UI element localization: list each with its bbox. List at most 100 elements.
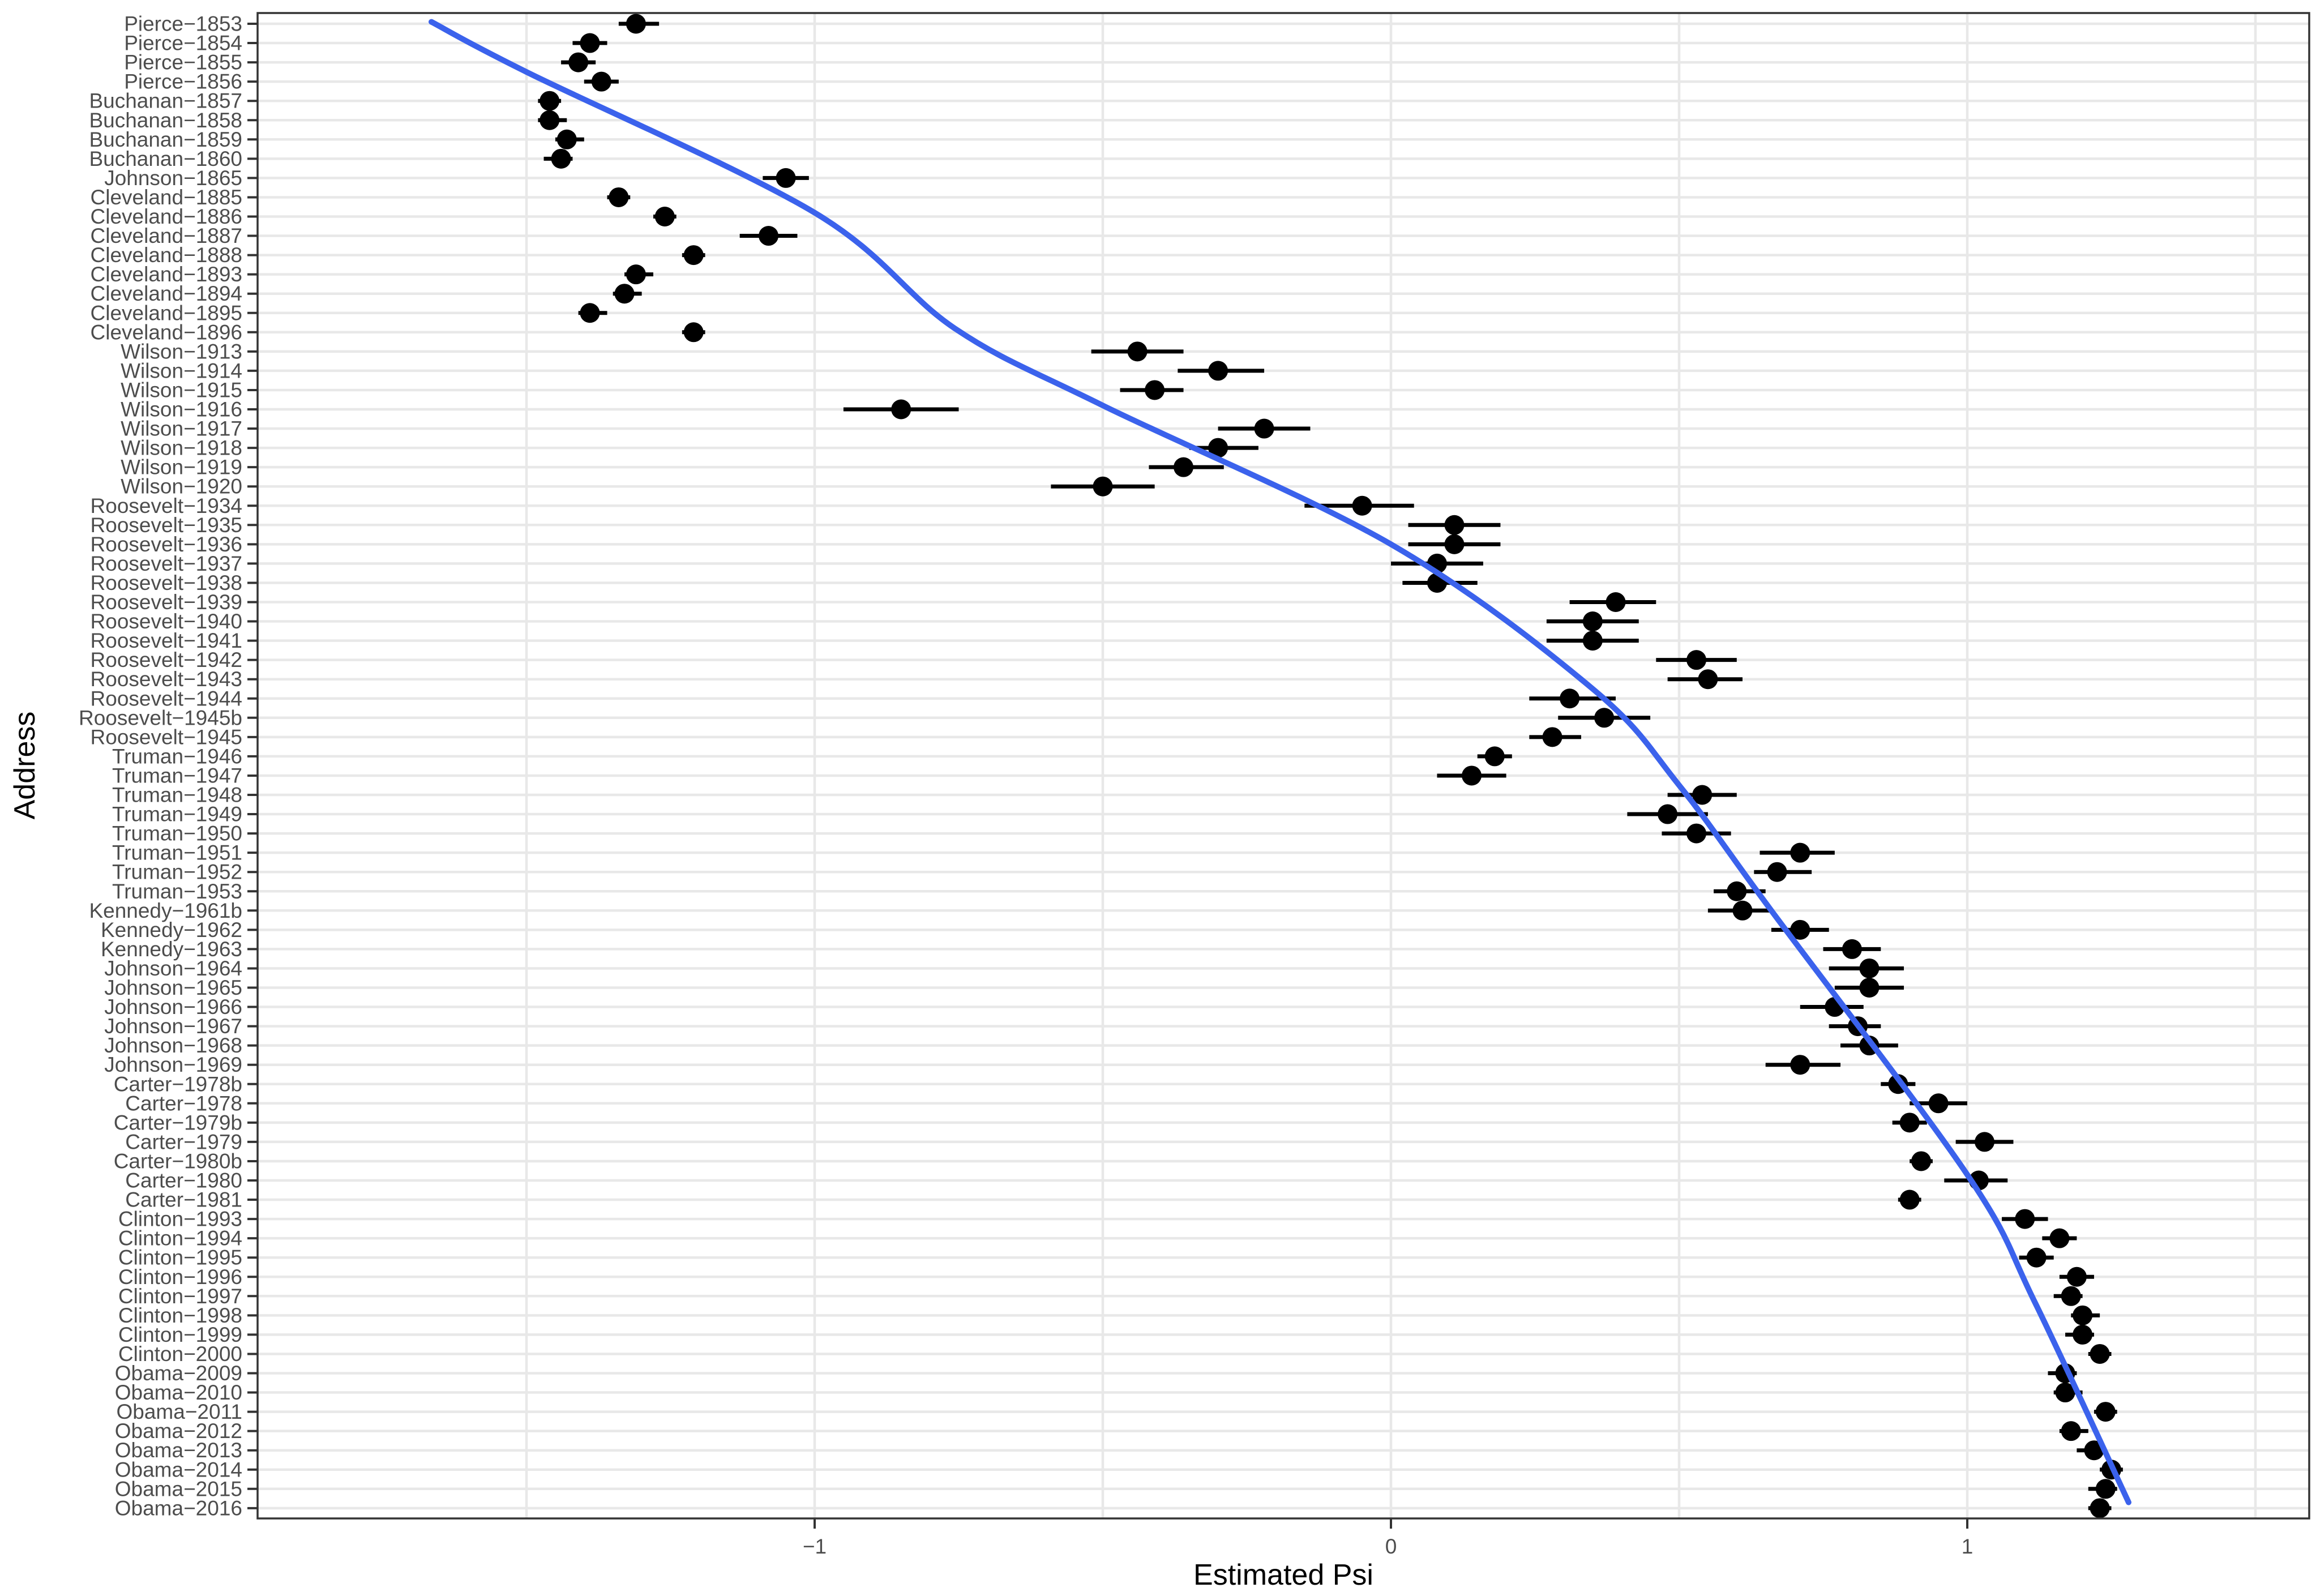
data-point [556, 129, 577, 149]
y-tick-label: Roosevelt−1940 [91, 610, 242, 633]
y-tick-label: Pierce−1853 [124, 12, 242, 36]
y-tick-label: Truman−1949 [112, 803, 242, 826]
data-point [1444, 534, 1465, 554]
data-point [1093, 476, 1113, 497]
data-point [1692, 785, 1713, 805]
y-tick-label: Kennedy−1961b [89, 899, 242, 922]
data-point [2049, 1228, 2070, 1248]
y-tick-label: Carter−1978b [114, 1072, 242, 1096]
data-point [1542, 727, 1562, 747]
data-point [2095, 1479, 2116, 1499]
y-tick-label: Obama−2010 [115, 1381, 242, 1404]
data-point [1790, 1055, 1810, 1075]
y-tick-label: Wilson−1920 [121, 475, 242, 498]
y-tick-label: Johnson−1865 [104, 166, 242, 190]
data-point [1911, 1151, 1932, 1171]
data-point [2055, 1383, 2075, 1403]
y-tick-label: Cleveland−1886 [91, 205, 242, 228]
x-tick-label: −1 [803, 1535, 827, 1558]
y-tick-label: Obama−2013 [115, 1439, 242, 1462]
data-point [1859, 958, 1880, 978]
data-point [1732, 900, 1753, 921]
y-tick-label: Wilson−1916 [121, 398, 242, 421]
y-tick-label: Carter−1980b [114, 1149, 242, 1173]
data-point [540, 91, 560, 111]
data-point [1352, 495, 1372, 516]
data-point [1686, 650, 1707, 670]
y-tick-label: Obama−2012 [115, 1419, 242, 1443]
data-point [2095, 1402, 2116, 1422]
data-point [1790, 919, 1810, 940]
y-tick-label: Clinton−1994 [118, 1227, 242, 1250]
y-tick-label: Obama−2011 [116, 1400, 242, 1423]
y-tick-label: Cleveland−1893 [91, 263, 242, 286]
y-tick-label: Truman−1953 [112, 880, 242, 903]
data-point [1127, 341, 1148, 362]
data-point [1208, 438, 1228, 458]
data-point [580, 33, 600, 53]
data-point [1899, 1189, 1920, 1210]
y-tick-label: Kennedy−1962 [101, 918, 242, 942]
y-tick-label: Pierce−1856 [124, 70, 242, 93]
data-point [609, 187, 629, 207]
data-point [759, 226, 779, 246]
y-tick-label: Obama−2016 [115, 1496, 242, 1520]
data-point [2090, 1498, 2110, 1518]
y-tick-label: Johnson−1965 [104, 976, 242, 999]
data-point [1859, 978, 1880, 998]
data-point [1444, 515, 1465, 535]
data-point [1462, 765, 1482, 786]
data-point [2066, 1266, 2087, 1287]
data-point [1174, 457, 1194, 477]
y-tick-label: Clinton−1995 [118, 1246, 242, 1269]
data-point [776, 168, 796, 188]
data-point [591, 71, 611, 92]
data-point [1606, 592, 1626, 612]
y-tick-label: Buchanan−1860 [89, 147, 242, 170]
y-tick-label: Cleveland−1887 [91, 224, 242, 247]
y-tick-label: Wilson−1914 [121, 359, 242, 382]
data-point [2073, 1305, 2093, 1325]
data-point [1698, 669, 1718, 690]
y-tick-label: Roosevelt−1934 [91, 494, 242, 517]
y-tick-label: Carter−1981 [125, 1188, 242, 1212]
y-tick-label: Roosevelt−1945 [91, 725, 242, 748]
y-axis-title: Address [8, 711, 41, 820]
y-tick-label: Kennedy−1963 [101, 938, 242, 961]
data-point [654, 207, 675, 226]
panel-border [256, 12, 2310, 1520]
y-tick-label: Roosevelt−1936 [91, 533, 242, 556]
data-point [540, 110, 560, 130]
x-tick-label: 0 [1385, 1535, 1397, 1558]
y-tick-label: Truman−1946 [112, 744, 242, 768]
y-tick-label: Clinton−1998 [118, 1304, 242, 1327]
data-point [1484, 746, 1505, 767]
y-tick-label: Roosevelt−1937 [91, 552, 242, 575]
data-point [2084, 1440, 2104, 1461]
data-point [1582, 631, 1603, 651]
y-tick-label: Wilson−1917 [121, 417, 242, 440]
data-point [1658, 804, 1678, 824]
data-point [1594, 708, 1615, 728]
y-tick-label: Johnson−1969 [104, 1053, 242, 1076]
y-tick-label: Cleveland−1888 [91, 243, 242, 267]
data-points [540, 14, 2121, 1518]
y-tick-label: Obama−2014 [115, 1458, 242, 1481]
data-point [2061, 1421, 2081, 1441]
y-tick-label: Clinton−2000 [118, 1342, 242, 1366]
y-tick-label: Pierce−1855 [124, 51, 242, 74]
y-tick-label: Buchanan−1858 [89, 109, 242, 132]
y-tick-label: Wilson−1918 [121, 437, 242, 460]
data-point [1842, 939, 1862, 959]
x-axis-title: Estimated Psi [1193, 1559, 1373, 1591]
data-point [2090, 1343, 2110, 1364]
data-point [568, 52, 589, 72]
y-tick-label: Carter−1978 [125, 1092, 242, 1115]
y-tick-label: Roosevelt−1943 [91, 668, 242, 691]
y-tick-label: Wilson−1919 [121, 456, 242, 479]
y-tick-label: Pierce−1854 [124, 32, 242, 55]
y-tick-label: Clinton−1993 [118, 1208, 242, 1231]
y-tick-label: Buchanan−1857 [89, 89, 242, 113]
